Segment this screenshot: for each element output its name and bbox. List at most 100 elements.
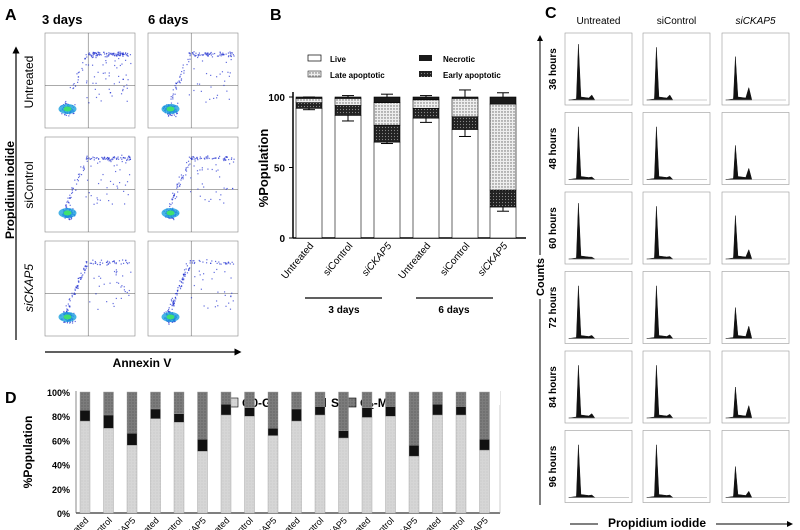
flow-dot [177,191,179,193]
flow-dot [190,297,193,299]
flow-dot [198,270,200,272]
y-axis-label: %Population [256,129,271,208]
flow-dot [113,83,115,85]
flow-dot [189,262,191,264]
flow-dot [171,199,173,201]
flow-dot [105,158,107,160]
flow-dot [97,162,99,164]
flow-dot [168,323,170,325]
flow-dot [103,283,105,285]
bar-late-apoptotic [373,102,401,126]
flow-dot [108,88,110,90]
bar-g0-g1 [361,417,373,514]
flow-dot [122,78,124,80]
flow-dot [219,199,221,201]
flow-dot [86,179,89,181]
flow-dot [86,97,88,99]
histogram-trace [646,126,674,180]
flow-dot [88,102,90,104]
row-label: 60 hours [548,207,559,249]
flow-dot [65,100,67,103]
flow-dot [97,308,99,310]
flow-dot [188,164,190,166]
panel-label-b: B [270,7,282,24]
flow-dot [67,200,69,202]
flow-dot [119,169,121,171]
flow-dot [177,183,179,185]
flow-dot [110,160,112,163]
flow-dot [172,301,174,304]
flow-dot [61,113,63,115]
flow-dot [186,272,189,274]
flow-dot [228,75,230,77]
flow-dot [176,183,178,185]
flow-dot [120,263,122,265]
flow-dot [109,262,111,264]
flow-dot [203,305,205,307]
flow-dot [95,53,97,55]
flow-dot [226,156,228,158]
histogram [642,271,711,344]
bar-s [220,403,232,416]
bar-g2-m [338,391,349,431]
flow-dot [115,272,117,274]
flow-dot [99,161,101,163]
legend-swatch-late [307,70,322,78]
panel-c-cell-cycle-histograms: Counts Propidium iodide Untreated siContr… [533,16,793,530]
flow-dot [64,217,66,219]
plot-frame [147,32,239,129]
flow-dot [77,79,79,81]
flow-dot [179,183,181,186]
flow-dot [98,53,100,55]
flow-dot [175,115,177,118]
flow-dot [76,73,78,75]
flow-dot [69,322,71,324]
flow-dot [172,93,174,95]
flow-dot [180,285,183,288]
row-label: 48 hours [548,127,559,169]
histogram [564,430,633,503]
flow-dot [189,53,191,55]
flow-dot [85,158,87,160]
flow-dot [192,155,194,158]
flow-dot [109,282,111,284]
flow-dot [180,174,183,176]
flow-dot [167,310,169,312]
flow-dot [195,54,197,57]
flow-dot [67,197,69,199]
flow-dot [189,55,191,57]
bar-necrotic [412,96,440,101]
flow-dot [69,298,71,300]
flow-dot [124,59,127,61]
flow-dot [128,156,130,158]
flow-dot [183,273,185,275]
flow-dot [85,196,87,198]
density-peak [166,314,175,320]
flow-dot [106,187,108,189]
flow-dot [115,53,117,55]
flow-dot [193,68,195,70]
flow-dot [69,197,71,199]
flow-dot [216,97,218,99]
flow-dot [90,262,93,264]
bar-g0-g1 [103,428,114,514]
flow-dot [73,292,75,294]
flow-dot [114,157,116,159]
bar-live [451,129,479,239]
bar-g0-g1 [150,418,161,514]
histogram-trace [646,365,674,419]
flow-dot [169,310,171,313]
flow-dot [69,194,71,196]
bar-g2-m [385,391,396,407]
histogram-frame [721,271,790,344]
counts-axis-label: Counts [535,258,547,296]
flow-dot [173,218,175,221]
flow-dot [64,321,66,323]
flow-dot [77,76,79,78]
flow-dot [177,287,179,289]
flow-dot [106,260,109,262]
flow-dot [103,53,106,55]
flow-dot [123,86,125,88]
flow-dot [198,259,200,262]
flow-dot [172,300,175,302]
